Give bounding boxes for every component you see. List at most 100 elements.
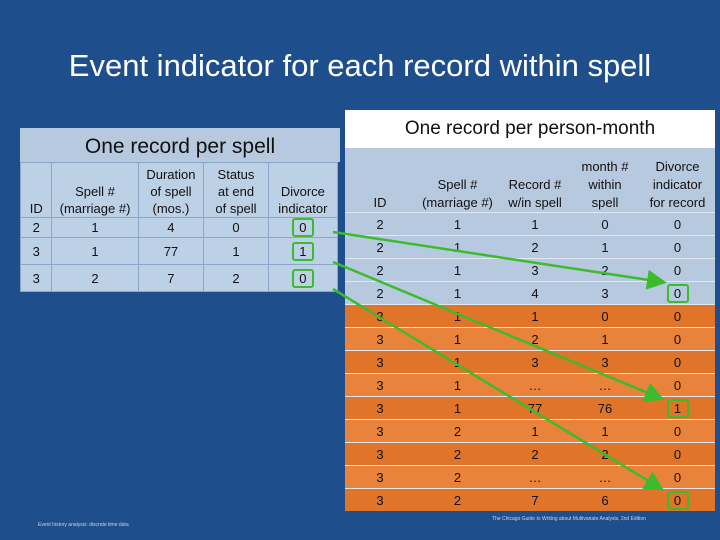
header-id: ID bbox=[345, 148, 415, 213]
cell-record: 7 bbox=[500, 488, 570, 511]
cell-spell: 2 bbox=[415, 488, 500, 511]
cell-divorce: 0 bbox=[640, 465, 715, 489]
table-row: 3 2 7 2 0 bbox=[19, 264, 339, 292]
cell-id: 2 bbox=[345, 235, 415, 259]
cell-record: 4 bbox=[500, 281, 570, 305]
cell-divorce: 0 bbox=[640, 350, 715, 374]
cell-id: 2 bbox=[345, 212, 415, 236]
cell-id: 3 bbox=[19, 237, 53, 265]
cell-id: 3 bbox=[19, 264, 53, 292]
cell-id: 2 bbox=[345, 281, 415, 305]
cell-record: 3 bbox=[500, 350, 570, 374]
cell-divorce: 0 bbox=[640, 235, 715, 259]
divorce-highlight: 0 bbox=[291, 268, 314, 288]
cell-spell: 1 bbox=[415, 304, 500, 328]
cell-record: 2 bbox=[500, 235, 570, 259]
cell-month: 3 bbox=[570, 350, 640, 374]
person-month-header-row: ID Spell # (marriage #) Record # w/in sp… bbox=[345, 148, 715, 213]
cell-id: 3 bbox=[345, 442, 415, 466]
cell-spell: 2 bbox=[415, 419, 500, 443]
cell-duration: 77 bbox=[137, 237, 205, 265]
cell-month: … bbox=[570, 373, 640, 397]
divorce-highlight: 1 bbox=[666, 398, 689, 418]
cell-divorce: 0 bbox=[267, 217, 339, 238]
cell-divorce: 0 bbox=[640, 442, 715, 466]
cell-id: 3 bbox=[345, 419, 415, 443]
cell-record: 77 bbox=[500, 396, 570, 420]
header-duration: Duration of spell (mos.) bbox=[137, 162, 205, 218]
person-month-table: ID Spell # (marriage #) Record # w/in sp… bbox=[345, 148, 715, 511]
person-month-body: 2 1 1 0 0 2 1 2 1 0 2 1 3 2 0 2 1 4 3 0 3 1 1 0 0 3 1 2 1 0 3 1 3 3 0 3 1…… 0… bbox=[345, 212, 715, 511]
cell-duration: 7 bbox=[137, 264, 205, 292]
cell-divorce: 0 bbox=[267, 264, 339, 292]
cell-spell: 1 bbox=[415, 373, 500, 397]
cell-month: 0 bbox=[570, 212, 640, 236]
cell-divorce: 0 bbox=[640, 281, 715, 305]
header-month: month # within spell bbox=[570, 148, 640, 213]
cell-divorce: 0 bbox=[640, 212, 715, 236]
cell-spell: 1 bbox=[51, 237, 139, 265]
table-row: 2 1 4 0 0 bbox=[19, 217, 339, 238]
header-divorce: Divorce indicator bbox=[267, 162, 339, 218]
cell-spell: 2 bbox=[415, 442, 500, 466]
cell-record: 3 bbox=[500, 258, 570, 282]
footnote-right: The Chicago Guide to Writing about Multi… bbox=[492, 516, 646, 522]
cell-duration: 4 bbox=[137, 217, 205, 238]
cell-month: 2 bbox=[570, 258, 640, 282]
cell-divorce: 0 bbox=[640, 258, 715, 282]
cell-month: 1 bbox=[570, 419, 640, 443]
cell-divorce: 1 bbox=[267, 237, 339, 265]
cell-spell: 1 bbox=[415, 258, 500, 282]
cell-id: 2 bbox=[19, 217, 53, 238]
cell-spell: 1 bbox=[415, 281, 500, 305]
cell-month: 3 bbox=[570, 281, 640, 305]
cell-record: … bbox=[500, 465, 570, 489]
cell-spell: 1 bbox=[415, 327, 500, 351]
cell-divorce: 0 bbox=[640, 327, 715, 351]
cell-record: 1 bbox=[500, 419, 570, 443]
cell-id: 3 bbox=[345, 465, 415, 489]
cell-month: 76 bbox=[570, 396, 640, 420]
cell-record: … bbox=[500, 373, 570, 397]
cell-spell: 1 bbox=[415, 235, 500, 259]
cell-spell: 1 bbox=[415, 350, 500, 374]
cell-divorce: 0 bbox=[640, 419, 715, 443]
header-spell: Spell # (marriage #) bbox=[51, 162, 139, 218]
spell-table-header-row: ID Spell # (marriage #) Duration of spel… bbox=[19, 162, 339, 218]
cell-spell: 2 bbox=[51, 264, 139, 292]
cell-spell: 1 bbox=[415, 212, 500, 236]
cell-month: … bbox=[570, 465, 640, 489]
right-table-caption: One record per person-month bbox=[345, 110, 715, 148]
divorce-highlight: 0 bbox=[666, 283, 689, 303]
divorce-highlight: 0 bbox=[666, 490, 689, 510]
cell-id: 3 bbox=[345, 396, 415, 420]
header-record: Record # w/in spell bbox=[500, 148, 570, 213]
cell-spell: 2 bbox=[415, 465, 500, 489]
cell-month: 2 bbox=[570, 442, 640, 466]
cell-status: 1 bbox=[203, 237, 269, 265]
slide-title: Event indicator for each record within s… bbox=[68, 48, 652, 83]
cell-divorce: 0 bbox=[640, 373, 715, 397]
header-divorce: Divorce indicator for record bbox=[640, 148, 715, 213]
left-caption-background bbox=[20, 128, 340, 162]
header-spell: Spell # (marriage #) bbox=[415, 148, 500, 213]
table-row: 3 1…… 0 bbox=[345, 373, 715, 397]
cell-id: 2 bbox=[345, 258, 415, 282]
cell-id: 3 bbox=[345, 350, 415, 374]
cell-id: 3 bbox=[345, 488, 415, 511]
header-id: ID bbox=[19, 162, 53, 218]
divorce-highlight: 0 bbox=[291, 218, 314, 237]
table-row: 3 2…… 0 bbox=[345, 465, 715, 489]
cell-status: 2 bbox=[203, 264, 269, 292]
cell-record: 2 bbox=[500, 327, 570, 351]
cell-spell: 1 bbox=[415, 396, 500, 420]
table-row: 3 1 77 76 1 bbox=[345, 396, 715, 420]
cell-divorce: 1 bbox=[640, 396, 715, 420]
